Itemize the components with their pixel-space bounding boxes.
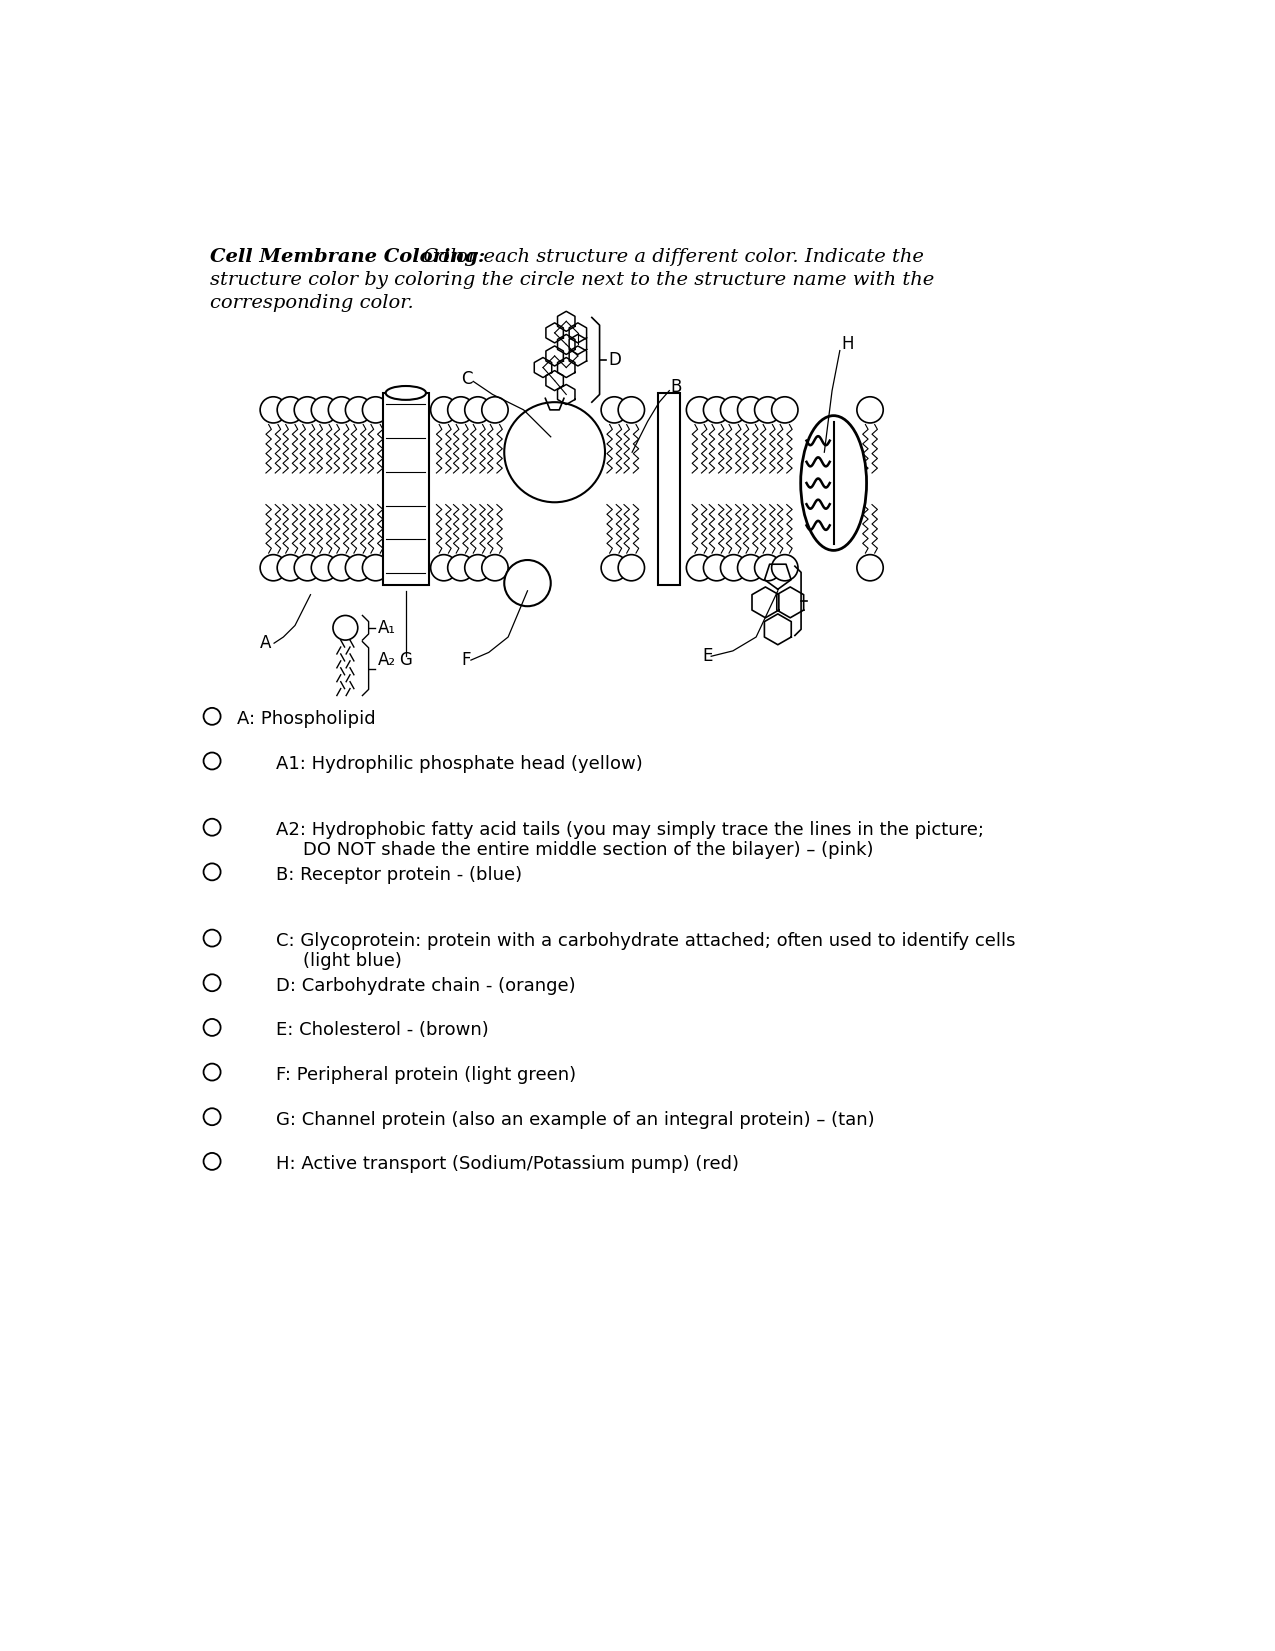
Circle shape <box>311 396 338 423</box>
Circle shape <box>448 396 474 423</box>
Circle shape <box>686 396 713 423</box>
Circle shape <box>329 396 354 423</box>
Text: E: E <box>701 647 713 665</box>
Circle shape <box>260 396 287 423</box>
Text: C: Glycoprotein: protein with a carbohydrate attached; often used to identify ce: C: Glycoprotein: protein with a carbohyd… <box>275 931 1015 949</box>
Circle shape <box>504 560 551 606</box>
Circle shape <box>704 396 729 423</box>
Text: G: G <box>399 650 413 669</box>
Ellipse shape <box>801 416 867 550</box>
Circle shape <box>295 555 320 581</box>
Circle shape <box>329 555 354 581</box>
Circle shape <box>482 396 509 423</box>
Text: A: Phospholipid: A: Phospholipid <box>237 710 376 728</box>
Circle shape <box>601 555 627 581</box>
Text: Color each structure a different color. Indicate the: Color each structure a different color. … <box>417 248 924 266</box>
Text: A₁: A₁ <box>377 619 397 637</box>
Text: F: F <box>462 650 472 669</box>
Circle shape <box>333 616 358 641</box>
Text: H: H <box>842 335 854 353</box>
Text: corresponding color.: corresponding color. <box>210 294 413 312</box>
Text: D: Carbohydrate chain - (orange): D: Carbohydrate chain - (orange) <box>275 977 575 994</box>
Circle shape <box>431 396 456 423</box>
Text: A: A <box>260 634 272 652</box>
Circle shape <box>686 555 713 581</box>
Circle shape <box>204 708 221 725</box>
Circle shape <box>482 555 509 581</box>
Circle shape <box>362 555 389 581</box>
Text: structure color by coloring the circle next to the structure name with the: structure color by coloring the circle n… <box>210 271 935 289</box>
Circle shape <box>504 403 606 502</box>
Text: A1: Hydrophilic phosphate head (yellow): A1: Hydrophilic phosphate head (yellow) <box>275 755 643 773</box>
Circle shape <box>204 1108 221 1126</box>
Circle shape <box>737 396 764 423</box>
Text: Cell Membrane Coloring:: Cell Membrane Coloring: <box>210 248 484 266</box>
Circle shape <box>448 555 474 581</box>
Circle shape <box>260 555 287 581</box>
Bar <box>382 393 430 584</box>
Circle shape <box>771 555 798 581</box>
Ellipse shape <box>385 386 426 400</box>
Circle shape <box>601 396 627 423</box>
Text: B: Receptor protein - (blue): B: Receptor protein - (blue) <box>275 865 521 883</box>
Circle shape <box>346 396 372 423</box>
Text: F: Peripheral protein (light green): F: Peripheral protein (light green) <box>275 1067 576 1085</box>
Circle shape <box>720 396 747 423</box>
Circle shape <box>704 555 729 581</box>
Circle shape <box>618 396 645 423</box>
Circle shape <box>755 396 780 423</box>
Text: H: Active transport (Sodium/Potassium pump) (red): H: Active transport (Sodium/Potassium pu… <box>275 1156 738 1174</box>
Circle shape <box>464 396 491 423</box>
Text: A₂: A₂ <box>377 650 397 669</box>
Circle shape <box>755 555 780 581</box>
Text: (light blue): (light blue) <box>302 953 402 969</box>
Circle shape <box>857 555 884 581</box>
Circle shape <box>204 753 221 769</box>
Text: DO NOT shade the entire middle section of the bilayer) – (pink): DO NOT shade the entire middle section o… <box>302 840 873 859</box>
Text: G: Channel protein (also an example of an integral protein) – (tan): G: Channel protein (also an example of a… <box>275 1111 875 1129</box>
Circle shape <box>857 396 884 423</box>
Text: E: Cholesterol - (brown): E: Cholesterol - (brown) <box>275 1022 488 1038</box>
Circle shape <box>204 974 221 991</box>
Text: A2: Hydrophobic fatty acid tails (you may simply trace the lines in the picture;: A2: Hydrophobic fatty acid tails (you ma… <box>275 821 983 839</box>
Circle shape <box>346 555 372 581</box>
Circle shape <box>204 1152 221 1171</box>
Circle shape <box>204 1019 221 1035</box>
Text: B: B <box>671 378 682 396</box>
Circle shape <box>737 555 764 581</box>
Circle shape <box>431 555 456 581</box>
Circle shape <box>295 396 320 423</box>
Circle shape <box>277 396 303 423</box>
Circle shape <box>720 555 747 581</box>
Text: D: D <box>609 350 622 368</box>
Circle shape <box>204 863 221 880</box>
Circle shape <box>204 819 221 835</box>
Text: C: C <box>462 370 473 388</box>
Circle shape <box>277 555 303 581</box>
Circle shape <box>204 930 221 946</box>
Circle shape <box>771 396 798 423</box>
Circle shape <box>464 555 491 581</box>
Circle shape <box>311 555 338 581</box>
Circle shape <box>362 396 389 423</box>
Circle shape <box>204 1063 221 1080</box>
Bar <box>658 393 680 584</box>
Circle shape <box>618 555 645 581</box>
